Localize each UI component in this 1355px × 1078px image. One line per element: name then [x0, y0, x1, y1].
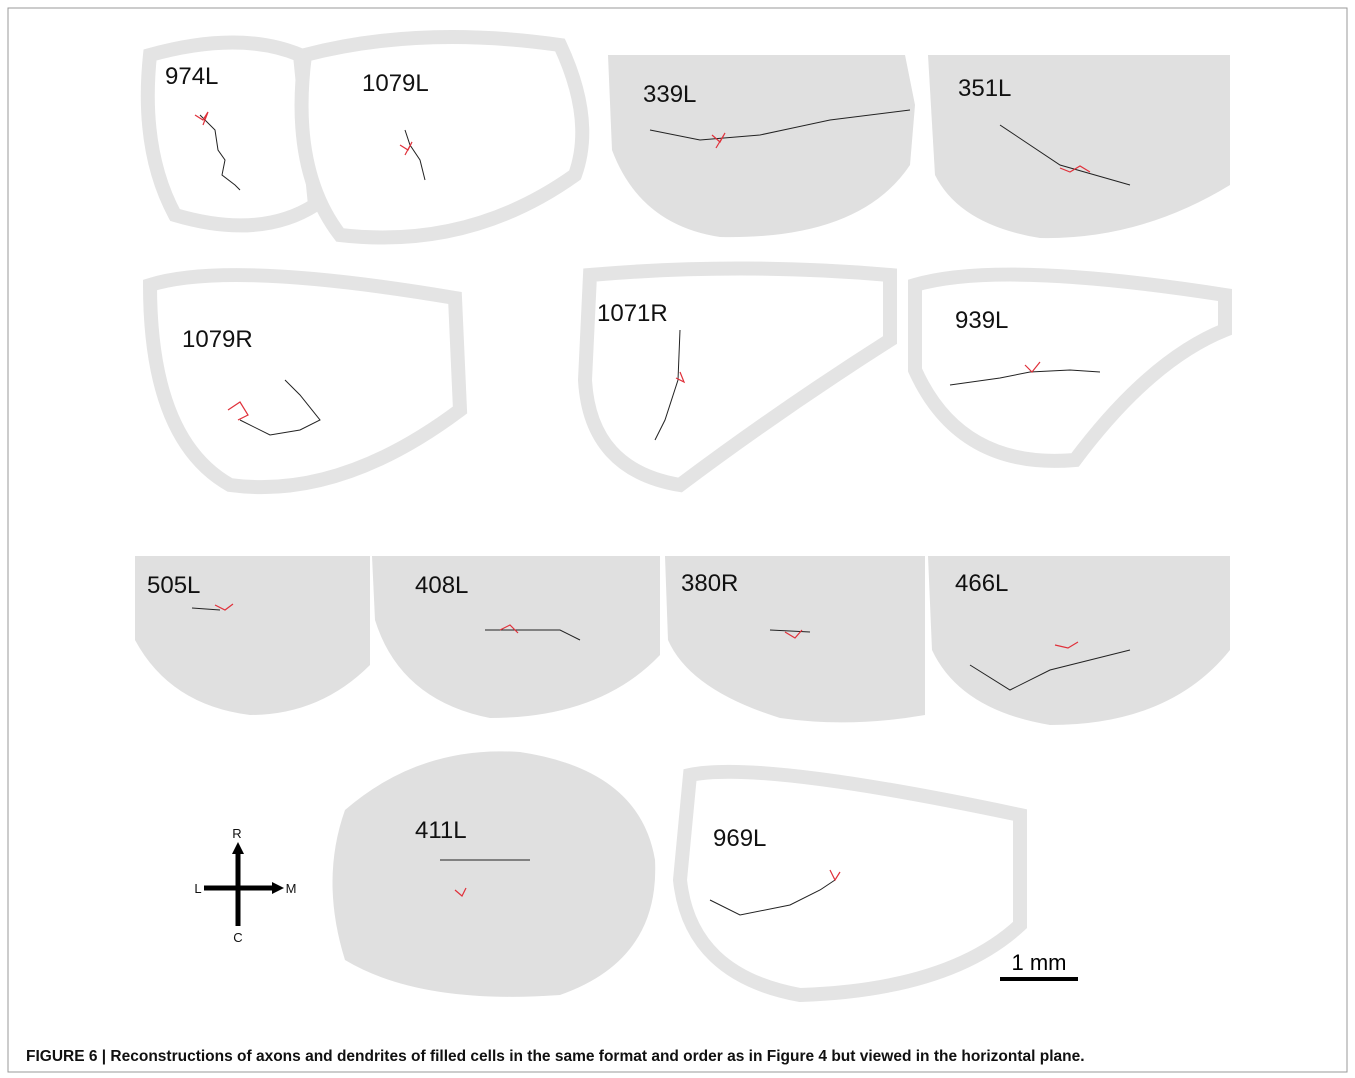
- panel-label: 505L: [147, 572, 200, 599]
- section-outline: [150, 275, 460, 487]
- section-outline: [915, 275, 1225, 461]
- panel-label: 1071R: [597, 300, 668, 327]
- orientation-label: M: [286, 881, 297, 896]
- scale-bar-label: 1 mm: [1012, 950, 1067, 975]
- panel-label: 1079R: [182, 326, 253, 353]
- panel-label: 969L: [713, 825, 766, 852]
- panel-label: 939L: [955, 307, 1008, 334]
- section-outline: [302, 37, 583, 238]
- orientation-label: R: [232, 826, 241, 841]
- panel-label: 339L: [643, 81, 696, 108]
- orientation-compass: [204, 842, 284, 926]
- panel-label: 466L: [955, 570, 1008, 597]
- panel-label: 411L: [415, 817, 467, 844]
- section-outline: [680, 772, 1020, 995]
- panel-label: 1079L: [362, 70, 429, 97]
- section-outline: [333, 751, 656, 996]
- caption: FIGURE 6 | Reconstructions of axons and …: [26, 1048, 1085, 1065]
- panel-label: 380R: [681, 570, 738, 597]
- orientation-label: C: [233, 930, 242, 945]
- panel-label: 351L: [958, 75, 1011, 102]
- figure: 974L 1079L 339L 351L 1079R 1071R 939L 50…: [0, 0, 1355, 1078]
- panel-label: 408L: [415, 572, 468, 599]
- orientation-label: L: [194, 881, 201, 896]
- panel-label: 974L: [165, 63, 218, 90]
